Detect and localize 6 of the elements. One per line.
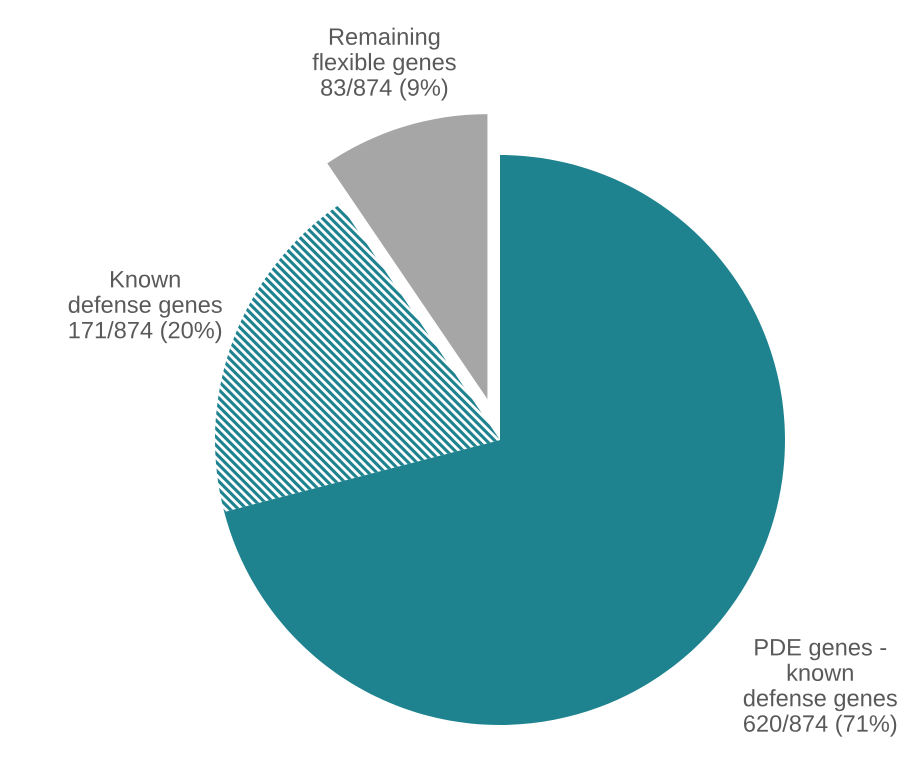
data-label: 83/874 (9%): [321, 78, 448, 100]
data-label: 171/874 (20%): [70, 321, 222, 344]
slice-label: Remaining flexible genes: [312, 28, 456, 76]
data-label: 620/874 (71%): [744, 714, 896, 737]
slice-label: PDE genes - known defense genes: [744, 639, 897, 712]
slice-label: Known defense genes: [68, 271, 222, 318]
